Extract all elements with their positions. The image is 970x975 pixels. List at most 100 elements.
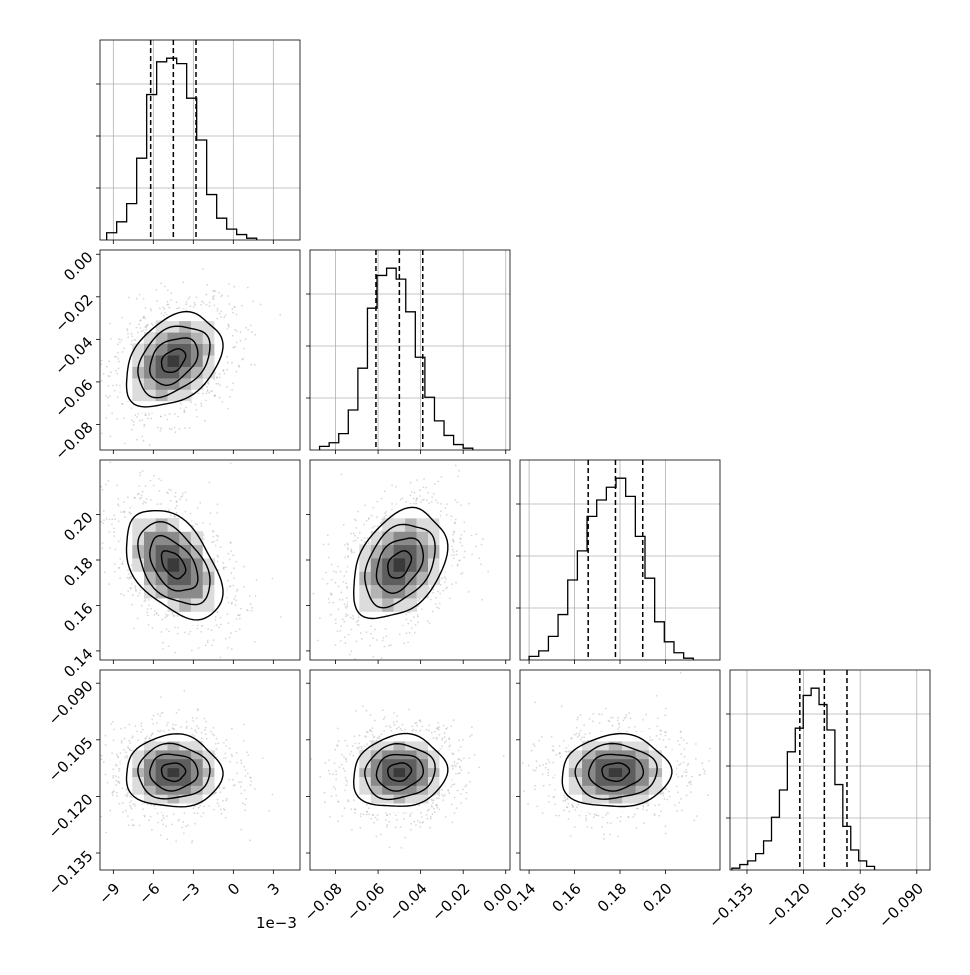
scatter-point [413,498,415,500]
scatter-point [195,523,197,525]
scatter-point [301,651,303,653]
histogram-step [529,478,693,660]
scatter-point [161,713,163,715]
scatter-point [135,725,137,727]
scatter-point [145,307,147,309]
scatter-point [226,386,228,388]
scatter-point [148,599,150,601]
density-cell [417,505,429,519]
panel-2-2 [516,460,720,664]
scatter-point [122,811,124,813]
scatter-point [235,599,237,601]
scatter-point [341,474,343,476]
scatter-point [452,549,454,551]
scatter-point [116,754,118,756]
density-cell [179,389,191,401]
scatter-point [228,325,230,327]
scatter-point [229,396,231,398]
scatter-point [220,791,222,793]
scatter-point [164,286,166,288]
scatter-point [369,645,371,647]
scatter-point [250,364,252,366]
scatter-point [117,343,119,345]
scatter-point [201,816,203,818]
scatter-point [176,512,178,514]
scatter-point [231,603,233,605]
scatter-point [162,454,164,456]
scatter-point [160,730,162,732]
scatter-point [460,504,462,506]
scatter-point [340,571,342,573]
scatter-point [417,614,419,616]
scatter-point [439,603,441,605]
scatter-point [417,621,419,623]
scatter-point [353,540,355,542]
scatter-point [123,348,125,350]
scatter-point [154,614,156,616]
scatter-point [166,724,168,726]
scatter-point [162,648,164,650]
scatter-point [103,510,105,512]
scatter-point [126,755,128,757]
scatter-point [222,369,224,371]
scatter-point [217,802,219,804]
density-cell [405,571,417,585]
scatter-point [343,575,345,577]
scatter-point [217,556,219,558]
scatter-point [117,756,119,758]
scatter-point [196,524,198,526]
scatter-point [129,577,131,579]
scatter-point [199,805,201,807]
scatter-point [169,428,171,430]
scatter-point [174,627,176,629]
scatter-point [113,775,115,777]
panel-1-1 [306,250,510,454]
scatter-point [169,413,171,415]
scatter-point [214,295,216,297]
scatter-point [122,351,124,353]
density-cell [439,545,451,559]
scatter-point [138,485,140,487]
scatter-point [360,632,362,634]
scatter-point [162,642,164,644]
density-cell [191,611,203,625]
panel-content [100,40,300,240]
scatter-point [187,298,189,300]
scatter-point [129,801,131,803]
scatter-point [147,324,149,326]
scatter-point [114,514,116,516]
scatter-point [136,298,138,300]
scatter-point [91,506,93,508]
scatter-point [356,640,358,642]
scatter-point [220,624,222,626]
scatter-point [377,525,379,527]
scatter-point [185,407,187,409]
scatter-point [170,515,172,517]
scatter-point [343,524,345,526]
scatter-point [127,336,129,338]
scatter-point [145,502,147,504]
scatter-point [127,330,129,332]
scatter-point [446,514,448,516]
scatter-point [445,578,447,580]
scatter-point [108,583,110,585]
scatter-point [130,575,132,577]
scatter-point [129,724,131,726]
scatter-point [117,503,119,505]
scatter-point [192,717,194,719]
scatter-point [110,462,112,464]
scatter-point [355,527,357,529]
scatter-point [134,587,136,589]
scatter-point [174,615,176,617]
scatter-point [96,512,98,514]
density-cell [394,598,406,612]
scatter-point [432,611,434,613]
scatter-point [166,616,168,618]
scatter-point [118,768,120,770]
scatter-point [156,300,158,302]
scatter-point [380,523,382,525]
scatter-point [463,522,465,524]
scatter-point [385,628,387,630]
scatter-point [236,314,238,316]
panel-0-0 [96,40,300,244]
